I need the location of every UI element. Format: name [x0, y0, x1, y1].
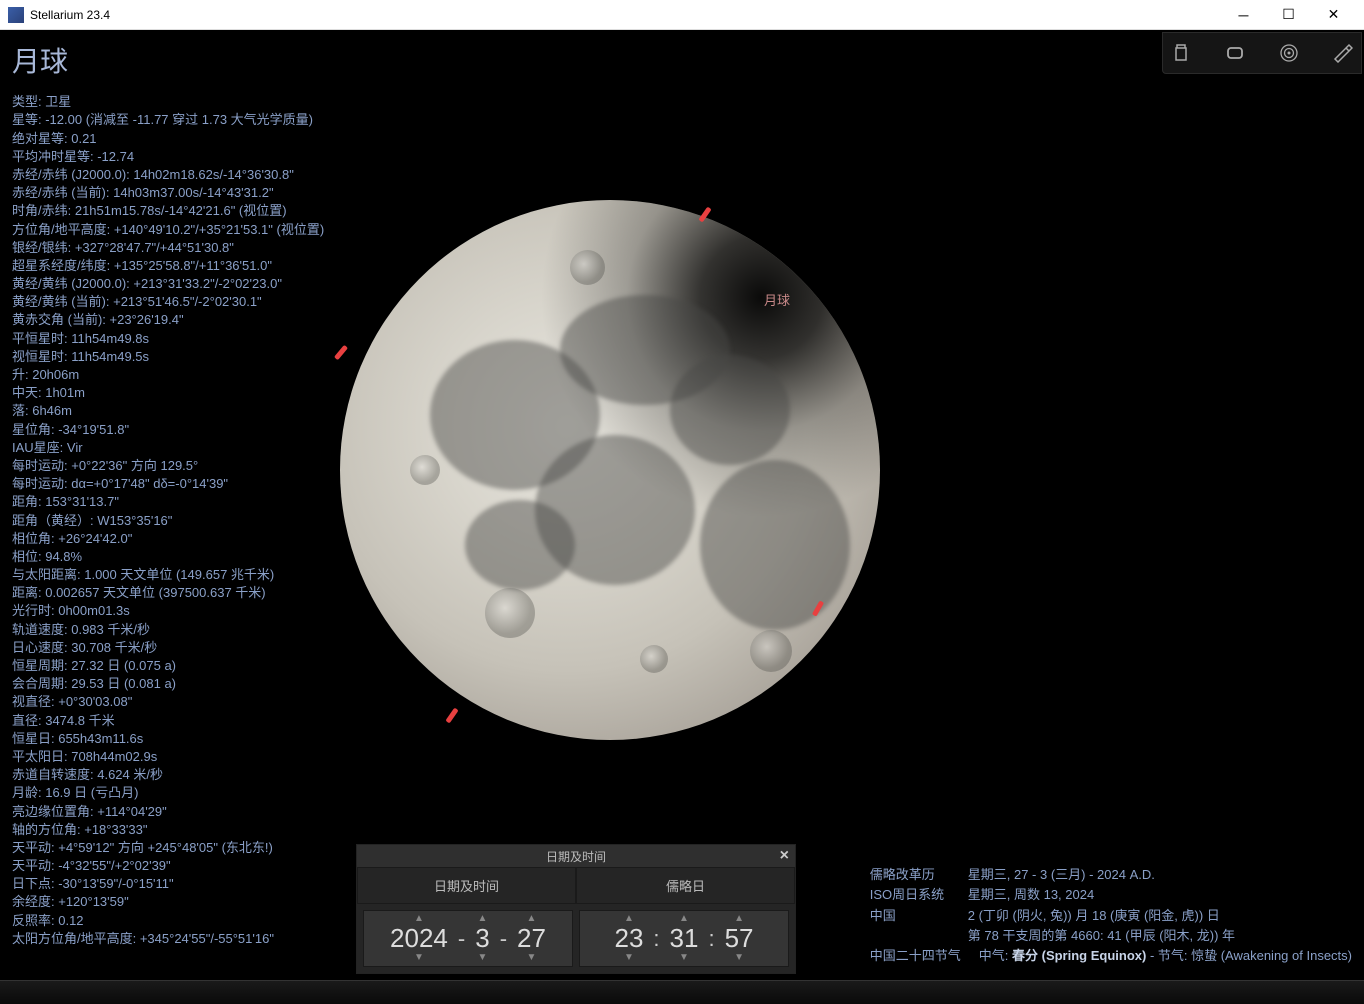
calendar-info-panel: 儒略改革历星期三, 27 - 3 (三月) - 2024 A.D.ISO周日系统… [870, 865, 1352, 966]
date-group: ▲2024▼ - ▲3▼ - ▲27▼ [363, 910, 573, 967]
info-line: 平太阳日: 708h44m02.9s [12, 748, 432, 766]
info-line: 星等: -12.00 (消减至 -11.77 穿过 1.73 大气光学质量) [12, 111, 432, 129]
info-line: 赤道自转速度: 4.624 米/秒 [12, 766, 432, 784]
minute-spinner[interactable]: ▲31▼ [670, 915, 699, 962]
tab-datetime[interactable]: 日期及时间 [357, 867, 576, 904]
info-line: 赤经/赤纬 (J2000.0): 14h02m18.62s/-14°36'30.… [12, 166, 432, 184]
moon-graphic [340, 200, 880, 740]
datetime-close-button[interactable]: × [780, 847, 789, 865]
info-line: 月龄: 16.9 日 (亏凸月) [12, 784, 432, 802]
month-spinner[interactable]: ▲3▼ [475, 915, 489, 962]
close-button[interactable]: ✕ [1311, 1, 1356, 29]
titlebar: Stellarium 23.4 ─ ☐ ✕ [0, 0, 1364, 30]
sensor-frame-icon[interactable] [1225, 43, 1245, 63]
window-title: Stellarium 23.4 [30, 8, 1221, 22]
calendar-row: 中国2 (丁卯 (阴火, 兔)) 月 18 (庚寅 (阳金, 虎)) 日 [870, 906, 1352, 926]
year-spinner[interactable]: ▲2024▼ [390, 915, 448, 962]
minimize-button[interactable]: ─ [1221, 1, 1266, 29]
second-spinner[interactable]: ▲57▼ [725, 915, 754, 962]
eyepiece-icon[interactable] [1171, 43, 1191, 63]
info-line: 绝对星等: 0.21 [12, 130, 432, 148]
info-line: 平均冲时星等: -12.74 [12, 148, 432, 166]
app-icon [8, 7, 24, 23]
sky-view[interactable]: 月球 类型: 卫星星等: -12.00 (消减至 -11.77 穿过 1.73 … [0, 30, 1364, 1004]
tab-julian[interactable]: 儒略日 [576, 867, 795, 904]
info-line: 类型: 卫星 [12, 93, 432, 111]
ocular-toolbar [1162, 32, 1362, 74]
bottom-toolbar[interactable] [0, 980, 1364, 1004]
datetime-dialog-title[interactable]: 日期及时间 × [357, 845, 795, 867]
day-spinner[interactable]: ▲27▼ [517, 915, 546, 962]
moon-label: 月球 [764, 290, 790, 309]
object-name: 月球 [12, 42, 432, 81]
hour-spinner[interactable]: ▲23▼ [614, 915, 643, 962]
calendar-row: 第 78 干支周的第 4660: 41 (甲辰 (阳木, 龙)) 年 [870, 926, 1352, 946]
maximize-button[interactable]: ☐ [1266, 1, 1311, 29]
datetime-dialog: 日期及时间 × 日期及时间 儒略日 ▲2024▼ - ▲3▼ - ▲27▼ ▲2… [356, 844, 796, 974]
info-line: 轴的方位角: +18°33'33" [12, 821, 432, 839]
calendar-row: 中国二十四节气中气: 春分 (Spring Equinox) - 节气: 惊蛰 … [870, 946, 1352, 966]
config-icon[interactable] [1333, 43, 1353, 63]
calendar-row: 儒略改革历星期三, 27 - 3 (三月) - 2024 A.D. [870, 865, 1352, 885]
telrad-icon[interactable] [1279, 43, 1299, 63]
info-line: 亮边缘位置角: +114°04'29" [12, 803, 432, 821]
time-group: ▲23▼ : ▲31▼ : ▲57▼ [579, 910, 789, 967]
calendar-row: ISO周日系统星期三, 周数 13, 2024 [870, 885, 1352, 905]
